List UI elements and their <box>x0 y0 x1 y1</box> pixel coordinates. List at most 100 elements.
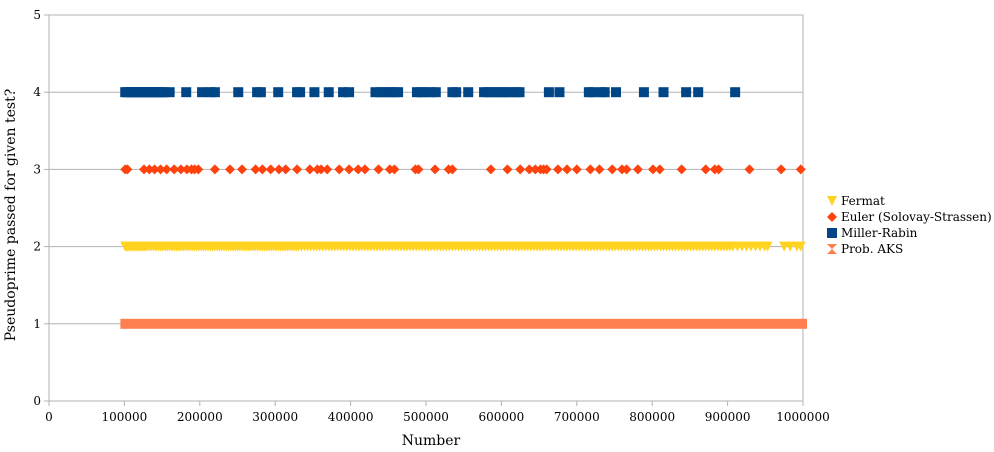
data-point <box>344 87 355 98</box>
data-point-band <box>120 318 807 329</box>
data-point <box>413 164 424 175</box>
data-point <box>309 87 320 98</box>
data-point <box>304 164 315 175</box>
data-point <box>273 164 284 175</box>
legend: Fermat Euler (Solovay-Strassen) Miller-Rab… <box>827 194 992 256</box>
data-point <box>149 164 160 175</box>
data-point <box>502 164 513 175</box>
data-point <box>658 87 669 98</box>
data-point <box>419 87 430 98</box>
data-point <box>316 164 327 175</box>
data-point <box>611 87 622 98</box>
legend-marker <box>827 244 837 254</box>
data-point <box>571 164 582 175</box>
data-point <box>139 164 150 175</box>
data-point <box>541 164 552 175</box>
data-point <box>554 87 565 98</box>
data-point <box>505 87 516 98</box>
data-point <box>594 164 605 175</box>
legend-label: Prob. AKS <box>841 242 903 256</box>
y-tick-label: 2 <box>33 240 41 254</box>
data-point <box>514 87 525 98</box>
data-point <box>430 164 441 175</box>
x-tick-labels: 0 100000 200000 300000 400000 500000 600000 700… <box>45 401 830 424</box>
data-point <box>344 164 355 175</box>
data-point <box>164 87 175 98</box>
data-point <box>795 164 806 175</box>
data-point <box>169 164 180 175</box>
data-point <box>370 87 381 98</box>
data-point <box>237 164 248 175</box>
data-point <box>425 87 436 98</box>
data-point <box>233 87 244 98</box>
data-point <box>389 164 400 175</box>
data-point <box>158 87 169 98</box>
data-point <box>543 87 554 98</box>
data-point <box>359 164 370 175</box>
legend-marker <box>827 212 837 222</box>
x-tick-label: 400000 <box>328 410 374 424</box>
data-point <box>144 164 155 175</box>
legend-label: Miller-Rabin <box>841 226 918 240</box>
data-point <box>292 164 303 175</box>
data-point <box>338 87 349 98</box>
data-point <box>393 87 404 98</box>
data-point <box>647 164 658 175</box>
data-point <box>334 164 345 175</box>
data-point <box>585 164 596 175</box>
data-point <box>447 164 458 175</box>
x-tick-label: 0 <box>45 410 53 424</box>
data-point <box>463 87 474 98</box>
data-point <box>730 87 741 98</box>
data-point <box>224 164 235 175</box>
y-tick-label: 4 <box>33 85 41 99</box>
x-tick-label: 700000 <box>554 410 600 424</box>
data-point <box>524 164 535 175</box>
data-point <box>515 164 526 175</box>
y-axis-title: Pseudoprime passed for given test? <box>3 89 19 342</box>
y-tick-labels: 0 1 2 3 4 5 <box>33 8 49 408</box>
data-point <box>693 87 704 98</box>
legend-marker <box>827 196 837 206</box>
data-point <box>795 241 806 252</box>
data-point <box>209 87 220 98</box>
data-point <box>181 87 192 98</box>
series-fermat <box>120 241 806 252</box>
data-point <box>485 164 496 175</box>
x-axis-title: Number <box>402 433 461 449</box>
data-point <box>175 164 186 175</box>
data-point <box>322 164 333 175</box>
data-point <box>280 164 291 175</box>
x-tick-label: 1000000 <box>776 410 829 424</box>
data-point <box>587 87 598 98</box>
y-tick-label: 1 <box>33 317 41 331</box>
data-point <box>621 164 632 175</box>
data-point <box>323 87 334 98</box>
data-point <box>561 164 572 175</box>
data-point <box>122 164 133 175</box>
data-marks <box>120 87 807 329</box>
y-tick-label: 5 <box>33 8 41 22</box>
y-tick-label: 3 <box>33 162 41 176</box>
data-point <box>607 164 618 175</box>
data-point <box>255 87 266 98</box>
series-euler-solovay-strassen <box>120 164 806 175</box>
data-point <box>700 164 711 175</box>
legend-label: Fermat <box>841 194 885 208</box>
data-point <box>155 164 166 175</box>
series-miller-rabin <box>120 87 741 98</box>
series-prob-aks <box>120 318 807 329</box>
data-point <box>676 164 687 175</box>
data-point <box>500 87 511 98</box>
data-point <box>430 87 441 98</box>
plot-area <box>48 14 804 402</box>
data-point <box>632 164 643 175</box>
legend-label: Euler (Solovay-Strassen) <box>841 210 992 224</box>
data-point <box>193 164 204 175</box>
x-tick-label: 100000 <box>101 410 147 424</box>
data-point <box>744 164 755 175</box>
data-point <box>451 87 462 98</box>
data-point <box>161 164 172 175</box>
data-point <box>197 87 208 98</box>
